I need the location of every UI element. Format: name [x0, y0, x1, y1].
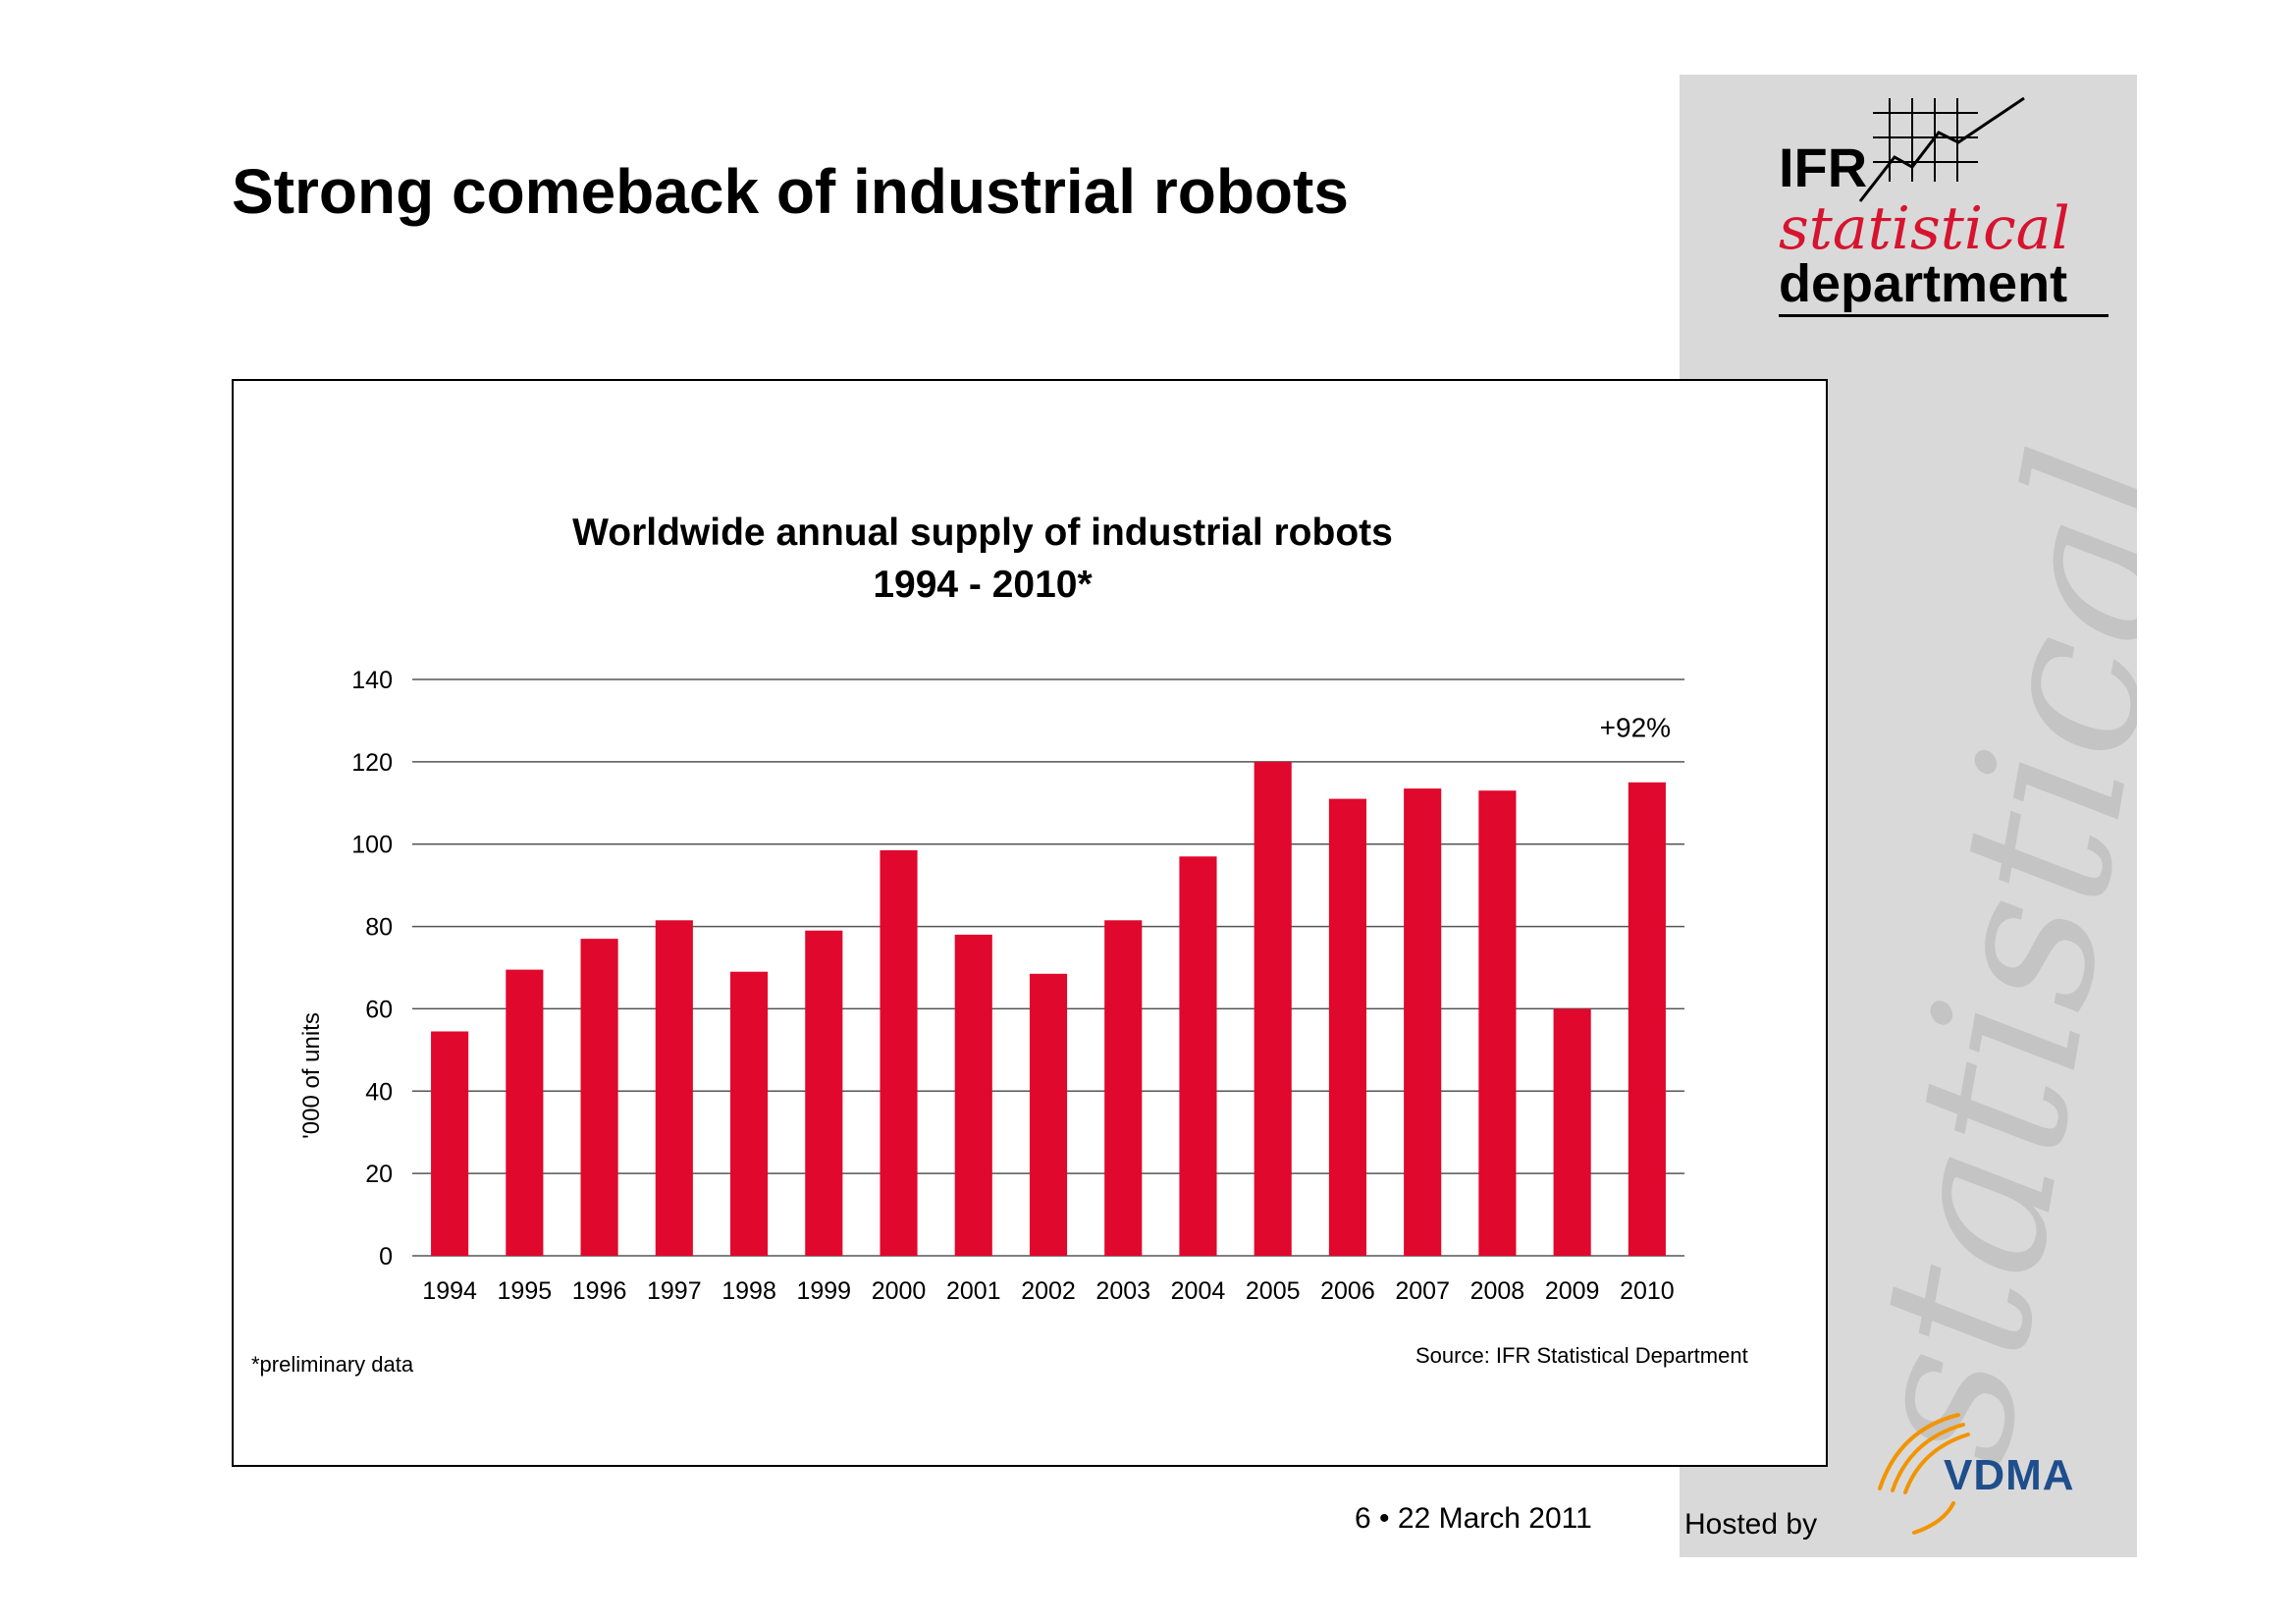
bar	[1104, 920, 1143, 1256]
x-tick-label: 2007	[1395, 1277, 1450, 1305]
ifr-department-wordmark: department	[1779, 254, 2068, 313]
bar	[805, 930, 843, 1256]
bar	[954, 934, 992, 1256]
bar	[1179, 856, 1217, 1256]
x-tick-label: 2006	[1320, 1277, 1375, 1305]
bar	[1553, 1008, 1591, 1256]
hosted-by-label: Hosted by	[1684, 1508, 1818, 1541]
x-tick-label: 1999	[796, 1277, 851, 1305]
x-tick-label: 2008	[1470, 1277, 1525, 1305]
growth-annotation: +92%	[1600, 713, 1671, 743]
vdma-wordmark: VDMA	[1944, 1451, 2075, 1499]
x-tick-label: 1994	[422, 1277, 477, 1305]
bar-chart: 0 20 40 60 80 100 120 140 '000 of units 1994 1995 1…	[298, 667, 1684, 1305]
watermark-script: statistical	[1815, 432, 2137, 1478]
y-tick-label: 60	[365, 996, 393, 1023]
bar	[506, 969, 544, 1256]
chart-title: Worldwide annual supply of industrial ro…	[232, 507, 1734, 611]
footer-separator: •	[1379, 1502, 1390, 1535]
slide-title: Strong comeback of industrial robots	[232, 156, 1349, 227]
page-number: 6	[1355, 1502, 1371, 1535]
x-tick-label: 2001	[946, 1277, 1001, 1305]
ifr-script-wordmark: statistical	[1779, 194, 2070, 263]
y-tick-label: 0	[379, 1243, 393, 1271]
y-tick-label: 80	[365, 914, 393, 942]
x-tick-label: 1997	[647, 1277, 702, 1305]
x-tick-label: 1996	[572, 1277, 627, 1305]
bar	[1029, 973, 1068, 1256]
page-footer: 6 • 22 March 2011	[1355, 1502, 1592, 1536]
y-tick-label: 20	[365, 1161, 393, 1188]
bar	[1328, 798, 1366, 1256]
y-axis-label: '000 of units	[298, 1012, 325, 1139]
x-tick-label: 2000	[872, 1277, 927, 1305]
bar	[880, 850, 918, 1256]
bar	[580, 939, 618, 1256]
y-tick-label: 140	[351, 667, 393, 694]
chart-footnote: *preliminary data	[251, 1352, 414, 1377]
y-tick-label: 40	[365, 1078, 393, 1106]
bar	[655, 920, 693, 1256]
ifr-underline	[1779, 314, 2109, 317]
watermark-text: statistical	[1815, 432, 2137, 1478]
x-tick-label: 2004	[1171, 1277, 1226, 1305]
y-tick-label: 100	[351, 832, 393, 859]
x-tick-label: 2010	[1620, 1277, 1675, 1305]
x-tick-label: 2003	[1095, 1277, 1150, 1305]
ifr-wordmark: IFR	[1779, 136, 1868, 198]
chart-frame	[232, 379, 1828, 1467]
bar	[1404, 788, 1442, 1256]
chart-title-line: Worldwide annual supply of industrial ro…	[572, 512, 1393, 554]
y-tick-label: 120	[351, 749, 393, 777]
chart-source: Source: IFR Statistical Department	[1415, 1343, 1748, 1368]
bar	[730, 971, 769, 1256]
ifr-chart-icon	[1858, 96, 2025, 202]
x-tick-label: 1995	[498, 1277, 553, 1305]
bar	[1628, 782, 1666, 1256]
x-tick-label: 1998	[721, 1277, 776, 1305]
slide-date: 22 March 2011	[1397, 1502, 1592, 1535]
x-tick-label: 2002	[1021, 1277, 1076, 1305]
chart-subtitle-line: 1994 - 2010*	[873, 564, 1093, 606]
bar	[1478, 790, 1517, 1256]
x-tick-label: 2009	[1545, 1277, 1600, 1305]
vdma-swoosh-icon	[1878, 1413, 1970, 1535]
bar	[431, 1031, 469, 1256]
x-tick-label: 2005	[1246, 1277, 1301, 1305]
bar	[1254, 761, 1292, 1256]
